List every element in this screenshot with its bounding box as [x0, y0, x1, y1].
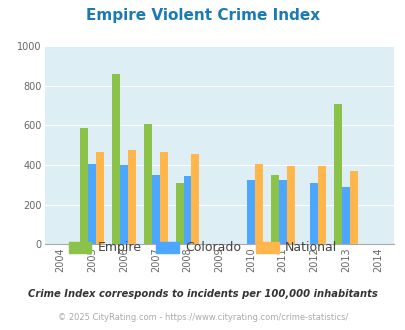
- Bar: [349, 171, 357, 244]
- Bar: [80, 128, 88, 244]
- Bar: [159, 152, 167, 244]
- Text: Crime Index corresponds to incidents per 100,000 inhabitants: Crime Index corresponds to incidents per…: [28, 289, 377, 299]
- Bar: [143, 124, 151, 244]
- Bar: [151, 175, 159, 244]
- Bar: [278, 180, 286, 244]
- Bar: [310, 183, 318, 244]
- Bar: [96, 152, 104, 244]
- Bar: [112, 74, 120, 244]
- Bar: [333, 104, 341, 244]
- Text: © 2025 CityRating.com - https://www.cityrating.com/crime-statistics/: © 2025 CityRating.com - https://www.city…: [58, 313, 347, 322]
- Bar: [120, 165, 128, 244]
- Text: Empire Violent Crime Index: Empire Violent Crime Index: [86, 8, 319, 23]
- Bar: [128, 150, 136, 244]
- Bar: [246, 180, 254, 244]
- Bar: [175, 183, 183, 244]
- Bar: [318, 166, 326, 244]
- Bar: [88, 164, 96, 244]
- Bar: [270, 175, 278, 244]
- Bar: [254, 164, 262, 244]
- Legend: Empire, Colorado, National: Empire, Colorado, National: [64, 236, 341, 259]
- Bar: [191, 154, 199, 244]
- Bar: [341, 187, 349, 244]
- Bar: [286, 166, 294, 244]
- Bar: [183, 176, 191, 244]
